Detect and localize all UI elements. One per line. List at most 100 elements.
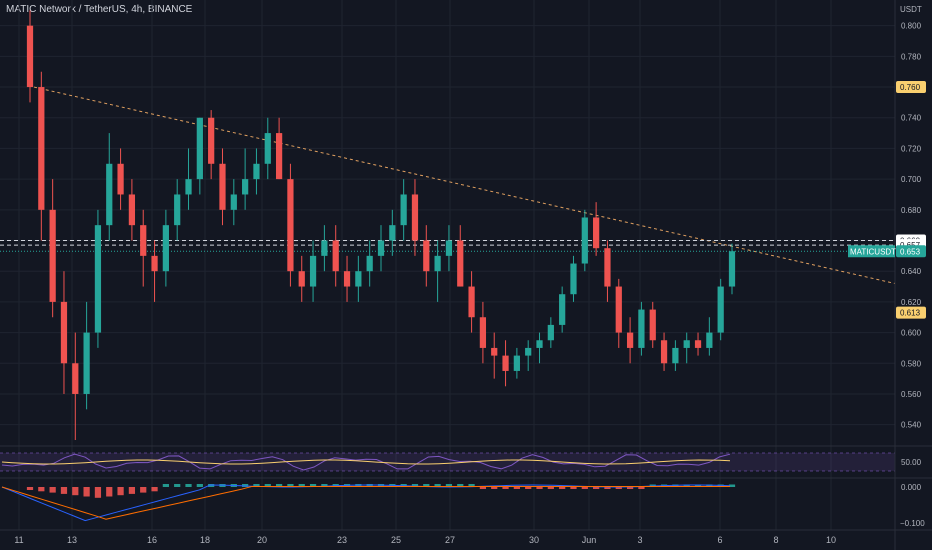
candle[interactable] (559, 286, 566, 333)
candle[interactable] (253, 148, 260, 195)
candle[interactable] (275, 117, 283, 180)
candle-body (479, 317, 487, 348)
candle[interactable] (660, 332, 668, 371)
candle[interactable] (117, 148, 124, 210)
price-tick-label: 0.600 (901, 329, 922, 338)
candle[interactable] (717, 278, 724, 341)
candle-body (615, 286, 622, 333)
candle[interactable] (513, 347, 520, 379)
candle[interactable] (570, 255, 577, 302)
macd-tick-label: 0.000 (901, 483, 922, 492)
candle[interactable] (525, 340, 532, 371)
candle[interactable] (377, 225, 385, 272)
candle[interactable] (706, 317, 713, 356)
candle[interactable] (230, 179, 237, 226)
candle[interactable] (106, 133, 113, 241)
candle-body (343, 271, 351, 287)
candle-body (525, 347, 532, 356)
candle[interactable] (162, 209, 169, 287)
candle-body (649, 309, 656, 341)
candle[interactable] (615, 278, 622, 348)
candle[interactable] (593, 202, 600, 256)
macd-histogram-bar (196, 484, 203, 487)
price-tick-label: 0.680 (901, 206, 922, 215)
candle-body (694, 340, 702, 348)
candle[interactable] (638, 301, 645, 356)
candle[interactable] (479, 301, 487, 364)
candle[interactable] (219, 148, 226, 226)
candle[interactable] (60, 271, 68, 394)
candle[interactable] (389, 209, 396, 256)
candle[interactable] (626, 317, 634, 364)
candle[interactable] (491, 332, 498, 379)
macd-histogram-bar (128, 487, 136, 494)
rsi-pane: 50.00 (0, 445, 932, 472)
candle[interactable] (468, 271, 475, 333)
candle[interactable] (649, 301, 656, 348)
candle[interactable] (457, 225, 464, 287)
candle-body (94, 225, 102, 333)
candle[interactable] (309, 240, 317, 302)
candle[interactable] (208, 110, 215, 180)
candle[interactable] (83, 301, 90, 410)
candle[interactable] (672, 340, 679, 371)
candle[interactable] (185, 148, 192, 210)
candle[interactable] (72, 332, 79, 440)
time-axis[interactable]: 11 13 16 18 20 23 25 27 30 Jun 3 6 8 10 (14, 535, 836, 545)
candle[interactable] (140, 209, 147, 287)
candle[interactable] (423, 225, 430, 287)
candlestick-series[interactable] (26, 10, 736, 440)
time-tick-label: 18 (200, 535, 210, 545)
candle-body (389, 225, 396, 241)
candle[interactable] (536, 332, 543, 364)
candle[interactable] (94, 209, 102, 348)
candle[interactable] (264, 117, 271, 180)
macd-histogram-bar (604, 487, 611, 489)
macd-histogram-bar (140, 487, 147, 493)
macd-histogram-bar (264, 484, 271, 487)
price-tick-label: 0.720 (901, 144, 922, 153)
candle[interactable] (581, 209, 588, 272)
candle[interactable] (321, 225, 328, 272)
candle-body (604, 248, 611, 287)
candle[interactable] (355, 255, 362, 302)
candle[interactable] (49, 179, 56, 318)
candle[interactable] (343, 255, 351, 302)
candle-body (626, 332, 634, 348)
candle[interactable] (196, 117, 203, 195)
candle[interactable] (298, 255, 305, 302)
time-tick-label: 30 (529, 535, 539, 545)
candle[interactable] (411, 179, 419, 256)
price-badge-box (896, 306, 926, 319)
candle[interactable] (38, 71, 45, 241)
candle-body (140, 225, 147, 256)
price-tick-label: 0.540 (901, 421, 922, 430)
price-badge: 0.760 (896, 81, 926, 94)
candle[interactable] (604, 240, 611, 302)
macd-histogram-bar (581, 487, 588, 489)
candle[interactable] (547, 317, 554, 348)
candle[interactable] (332, 225, 339, 287)
candle[interactable] (728, 243, 736, 295)
candle[interactable] (287, 163, 294, 287)
candle[interactable] (400, 179, 407, 241)
candle[interactable] (366, 240, 373, 287)
candle[interactable] (434, 240, 441, 302)
candle[interactable] (174, 179, 181, 241)
rsi-tick-label: 50.00 (901, 458, 922, 467)
candle[interactable] (26, 10, 34, 103)
macd-histogram-bar (185, 484, 192, 487)
candle[interactable] (242, 148, 249, 210)
candle[interactable] (128, 179, 136, 241)
candle[interactable] (445, 225, 453, 272)
candle[interactable] (694, 332, 702, 356)
candle[interactable] (151, 240, 158, 302)
price-tick-label: 0.620 (901, 298, 922, 307)
candle[interactable] (683, 332, 690, 364)
candle-body (366, 255, 373, 272)
candle-body (60, 301, 68, 364)
candle[interactable] (502, 340, 509, 387)
candle-body (151, 255, 158, 272)
macd-histogram-bar (513, 487, 520, 489)
